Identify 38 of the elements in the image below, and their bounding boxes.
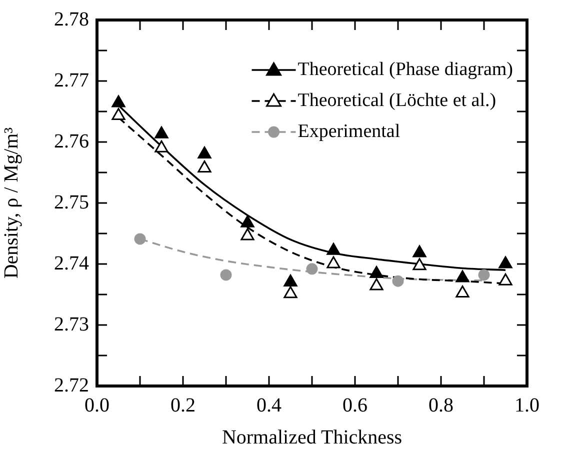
point (498, 256, 512, 268)
y-tick-label: 2.73 (54, 313, 89, 336)
point (370, 266, 384, 278)
legend-label: Theoretical (Löchte et al.) (298, 90, 496, 111)
x-tick-label: 0.8 (428, 394, 454, 416)
point (456, 270, 470, 282)
point (240, 215, 254, 228)
point (498, 273, 512, 286)
point (112, 108, 126, 120)
point (326, 256, 340, 268)
y-axis-title: Density, ρ / Mg/m³ (0, 127, 22, 279)
point (154, 126, 168, 138)
x-tick-label: 0.0 (84, 394, 110, 416)
point (326, 242, 340, 255)
x-tick-label: 0.2 (170, 394, 196, 416)
point (112, 95, 126, 108)
point (370, 278, 384, 290)
x-tick-label: 0.6 (342, 394, 368, 416)
point (198, 160, 212, 172)
point (284, 274, 298, 287)
y-tick-label: 2.72 (54, 374, 89, 396)
y-tick-label: 2.78 (54, 8, 89, 30)
point (456, 286, 470, 298)
point (412, 258, 426, 270)
y-tick-label: 2.74 (54, 252, 89, 274)
point (240, 228, 254, 240)
legend-label: Experimental (298, 120, 400, 142)
y-tick-label: 2.77 (54, 69, 89, 92)
point (154, 140, 168, 152)
point (412, 245, 426, 258)
point (198, 146, 212, 158)
x-tick-label: 1.0 (514, 394, 540, 416)
x-axis-title: Normalized Thickness (222, 426, 402, 448)
y-tick-label: 2.76 (54, 130, 89, 152)
legend-label: Theoretical (Phase diagram) (298, 58, 513, 80)
x-tick-label: 0.4 (256, 394, 282, 416)
point (284, 286, 298, 298)
y-tick-label: 2.75 (54, 191, 89, 214)
